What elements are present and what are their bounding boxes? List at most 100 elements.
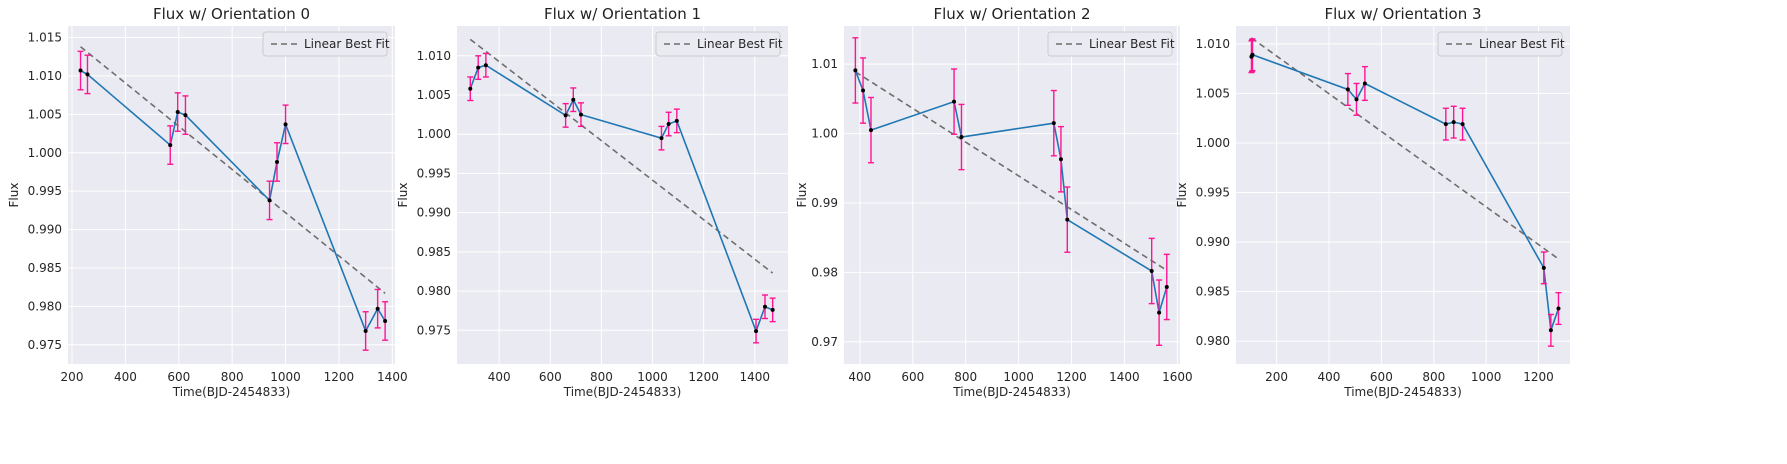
x-tick-label: 400	[488, 370, 511, 384]
data-point	[770, 307, 775, 312]
chart-title: Flux w/ Orientation 0	[153, 5, 310, 23]
data-point	[78, 68, 83, 73]
x-tick-label: 600	[167, 370, 190, 384]
x-tick-label: 1200	[1523, 370, 1554, 384]
x-axis-label: Time(BJD-2454833)	[952, 385, 1071, 399]
data-point	[1250, 52, 1255, 57]
x-tick-label: 400	[114, 370, 137, 384]
y-axis-label: Flux	[795, 183, 809, 208]
y-tick-label: 0.990	[1196, 235, 1230, 249]
y-tick-label: 1.000	[1196, 136, 1230, 150]
data-point	[868, 128, 873, 133]
data-point	[563, 113, 568, 118]
legend: Linear Best Fit	[262, 31, 390, 57]
chart-panel-3: 200 400 600 800 1000 1200 0.980 0.985 0.990 0.995…	[1175, 5, 1570, 399]
y-tick-label: 0.985	[28, 261, 62, 275]
data-point	[1451, 120, 1456, 125]
y-tick-label: 0.985	[417, 245, 451, 259]
data-point	[275, 159, 280, 164]
legend-label: Linear Best Fit	[1089, 37, 1175, 51]
best-fit-line	[1250, 37, 1559, 260]
y-axis-label: Flux	[396, 183, 410, 208]
x-axis-label: Time(BJD-2454833)	[563, 385, 682, 399]
y-axis-label: Flux	[7, 183, 21, 208]
x-tick-label: 800	[954, 370, 977, 384]
data-point	[659, 136, 664, 141]
legend-box	[655, 31, 781, 57]
x-tick-label: 1400	[377, 370, 408, 384]
data-point	[571, 97, 576, 102]
data-point	[1541, 265, 1546, 270]
x-axis-label: Time(BJD-2454833)	[172, 385, 291, 399]
legend-label: Linear Best Fit	[1479, 37, 1565, 51]
y-tick-label: 1.000	[417, 127, 451, 141]
data-point	[1058, 157, 1063, 162]
data-point	[383, 318, 388, 323]
best-fit-line	[80, 46, 386, 294]
data-point	[674, 118, 679, 123]
y-tick-label: 0.995	[28, 184, 62, 198]
data-point	[483, 63, 488, 68]
plot-area	[457, 26, 788, 364]
legend: Linear Best Fit	[1437, 31, 1565, 57]
legend-box	[262, 31, 388, 57]
chart-title: Flux w/ Orientation 1	[544, 5, 701, 23]
y-tick-label: 1.000	[28, 146, 62, 160]
data-point	[1157, 310, 1162, 315]
x-tick-label: 200	[61, 370, 84, 384]
y-tick-label: 0.99	[811, 196, 838, 210]
x-tick-label: 1000	[270, 370, 301, 384]
data-point	[1051, 121, 1056, 126]
data-point	[85, 72, 90, 77]
y-axis-label: Flux	[1175, 183, 1189, 208]
y-tick-label: 1.010	[1196, 37, 1230, 51]
data-point	[175, 110, 180, 115]
data-point	[183, 113, 188, 118]
legend-box	[1047, 31, 1173, 57]
chart-panel-1: 400 600 800 1000 1200 1400 0.975 0.980 0.985 0.99…	[396, 5, 788, 399]
data-point	[1362, 81, 1367, 86]
y-tick-label: 0.980	[1196, 334, 1230, 348]
y-tick-label: 1.01	[811, 57, 838, 71]
plot-layer	[1248, 37, 1562, 347]
data-point	[283, 122, 288, 127]
y-tick-label: 0.995	[1196, 186, 1230, 200]
legend-box	[1437, 31, 1563, 57]
x-tick-label: 1000	[637, 370, 668, 384]
data-point	[476, 65, 481, 70]
y-tick-label: 0.980	[417, 284, 451, 298]
y-tick-label: 1.00	[811, 127, 838, 141]
data-point	[267, 198, 272, 203]
x-tick-label: 1200	[324, 370, 355, 384]
y-tick-label: 0.980	[28, 299, 62, 313]
x-tick-label: 800	[221, 370, 244, 384]
data-point	[578, 112, 583, 117]
x-tick-label: 1400	[739, 370, 770, 384]
data-point	[959, 135, 964, 140]
data-point	[1354, 97, 1359, 102]
data-point	[363, 328, 368, 333]
data-point	[952, 99, 957, 104]
best-fit-line	[469, 38, 774, 274]
y-tick-label: 1.005	[1196, 86, 1230, 100]
y-tick-label: 0.97	[811, 335, 838, 349]
y-tick-label: 0.98	[811, 265, 838, 279]
chart-panel-0: 200 400 600 800 1000 1200 1400 0.975 0.980 0.985 0…	[7, 5, 408, 399]
plot-area	[1236, 26, 1570, 364]
legend-label: Linear Best Fit	[697, 37, 783, 51]
legend-label: Linear Best Fit	[304, 37, 390, 51]
data-point	[1065, 217, 1070, 222]
y-tick-label: 0.985	[1196, 285, 1230, 299]
data-point	[1556, 306, 1561, 311]
y-tick-label: 0.975	[28, 338, 62, 352]
x-axis-label: Time(BJD-2454833)	[1343, 385, 1462, 399]
data-point	[666, 122, 671, 127]
plot-layer	[852, 37, 1170, 346]
data-point	[468, 86, 473, 91]
x-tick-label: 600	[901, 370, 924, 384]
x-tick-label: 800	[1422, 370, 1445, 384]
data-point	[754, 329, 759, 334]
plot-layer	[77, 46, 389, 351]
data-point	[1548, 328, 1553, 333]
data-point	[861, 88, 866, 93]
